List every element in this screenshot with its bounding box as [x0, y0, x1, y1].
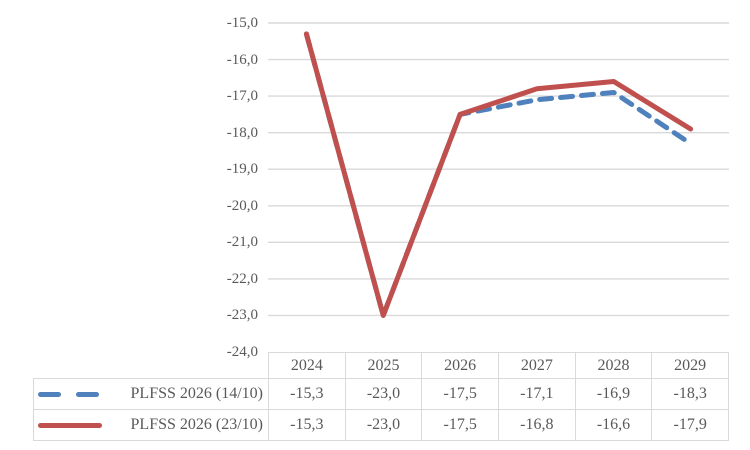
- series-line-plfss-2026-14-10: [303, 31, 694, 318]
- y-axis-tick-label: -20,0: [226, 197, 258, 214]
- y-axis-tick-label: -23,0: [226, 307, 258, 324]
- solid-segment-icon: [38, 422, 102, 428]
- dash-segment-icon: [38, 391, 61, 397]
- year-header-cell: 2025: [346, 353, 423, 378]
- value-cell: -23,0: [345, 379, 423, 410]
- table-row-plfss-14-10: PLFSS 2026 (14/10) -15,3 -23,0 -17,5 -17…: [34, 379, 729, 410]
- year-header-cell: 2029: [652, 353, 729, 378]
- legend-marker-dashed-line-icon: [38, 391, 99, 397]
- y-axis-tick-label: -22,0: [226, 270, 258, 287]
- year-header-cell: 2027: [499, 353, 576, 378]
- table-row-plfss-23-10: PLFSS 2026 (23/10) -15,3 -23,0 -17,5 -16…: [34, 410, 729, 440]
- series-label: PLFSS 2026 (14/10): [130, 385, 263, 402]
- y-axis-tick-label: -15,0: [226, 15, 258, 31]
- value-cell: -17,9: [652, 410, 729, 440]
- legend-cell-plfss-14-10: PLFSS 2026 (14/10): [34, 379, 269, 410]
- y-axis-tick-label: -24,0: [226, 344, 258, 360]
- value-cell: -16,9: [575, 379, 653, 410]
- value-cell: -17,5: [422, 410, 499, 440]
- y-axis-tick-label: -17,0: [226, 88, 258, 105]
- year-header-cell: 2026: [422, 353, 499, 378]
- value-cell: -18,3: [652, 379, 729, 410]
- value-cell: -23,0: [346, 410, 423, 440]
- year-header-cell: 2024: [269, 353, 346, 378]
- table-data-rows: PLFSS 2026 (14/10) -15,3 -23,0 -17,5 -17…: [33, 378, 729, 441]
- value-cell: -16,8: [499, 410, 576, 440]
- value-cell: -17,5: [422, 379, 499, 410]
- value-cell: -16,6: [576, 410, 653, 440]
- value-cell: -15,3: [269, 410, 346, 440]
- year-header-cell: 2028: [576, 353, 653, 378]
- series-line-plfss-2026-23-10: [303, 31, 694, 318]
- legend-marker-solid-line-icon: [38, 422, 102, 428]
- y-axis-tick-label: -18,0: [226, 124, 258, 141]
- dash-segment-icon: [76, 391, 99, 397]
- y-axis-tick-label: -21,0: [226, 234, 258, 251]
- series-label: PLFSS 2026 (23/10): [130, 416, 263, 433]
- value-cell: -17,1: [498, 379, 576, 410]
- y-axis-tick-label: -16,0: [226, 51, 258, 68]
- y-axis-tick-label: -19,0: [226, 161, 258, 178]
- legend-cell-plfss-23-10: PLFSS 2026 (23/10): [34, 410, 269, 440]
- table-year-header-row: 2024 2025 2026 2027 2028 2029: [268, 352, 729, 378]
- value-cell: -15,3: [269, 379, 346, 410]
